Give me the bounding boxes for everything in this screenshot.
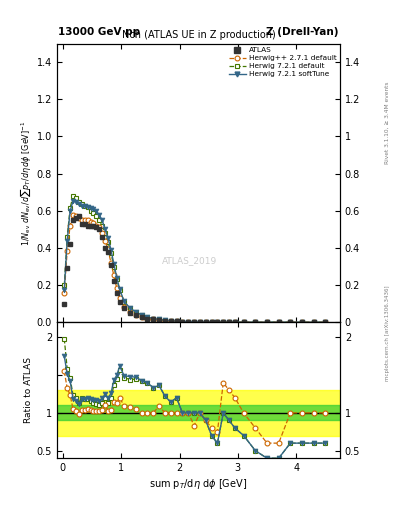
Text: Rivet 3.1.10, ≥ 3.4M events: Rivet 3.1.10, ≥ 3.4M events: [385, 81, 389, 164]
Text: Z (Drell-Yan): Z (Drell-Yan): [266, 27, 339, 37]
Text: mcplots.cern.ch [arXiv:1306.3436]: mcplots.cern.ch [arXiv:1306.3436]: [385, 285, 389, 380]
Text: ATLAS_2019: ATLAS_2019: [162, 257, 218, 265]
Text: 13000 GeV pp: 13000 GeV pp: [58, 27, 140, 37]
Bar: [57, 390, 340, 436]
Y-axis label: Ratio to ATLAS: Ratio to ATLAS: [24, 357, 33, 423]
Y-axis label: $1/N_{\rm ev}\ dN_{\rm ev}/d\sum p_T/d\eta\,d\phi\ [\rm GeV]^{-1}$: $1/N_{\rm ev}\ dN_{\rm ev}/d\sum p_T/d\e…: [18, 120, 33, 246]
X-axis label: sum p$_{T}$/d$\eta$ d$\phi$ [GeV]: sum p$_{T}$/d$\eta$ d$\phi$ [GeV]: [149, 477, 248, 492]
Legend: ATLAS, Herwig++ 2.7.1 default, Herwig 7.2.1 default, Herwig 7.2.1 softTune: ATLAS, Herwig++ 2.7.1 default, Herwig 7.…: [228, 46, 338, 79]
Title: Nch (ATLAS UE in Z production): Nch (ATLAS UE in Z production): [121, 30, 275, 40]
Bar: [57, 406, 340, 420]
